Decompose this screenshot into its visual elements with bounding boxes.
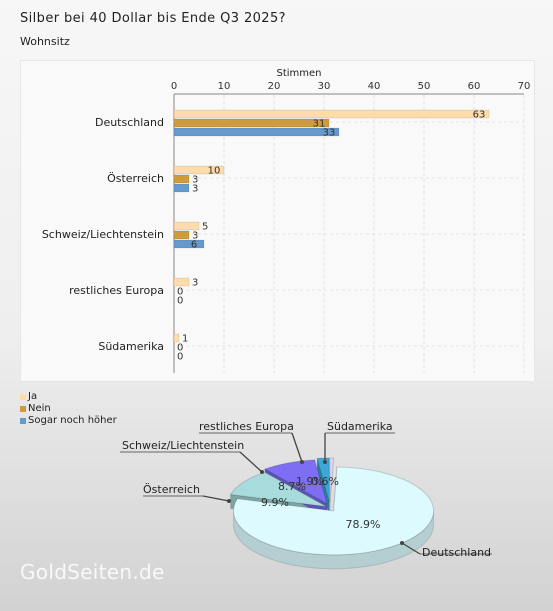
bar-ja-oesterreich: [173, 165, 225, 175]
pie-value-label-schweiz-liechtenstein: 8.7%: [278, 480, 306, 493]
pie-value-label-deutschland: 78.9%: [346, 518, 381, 531]
x-tick-label: 0: [171, 81, 177, 92]
x-tick-label: 70: [518, 81, 531, 92]
x-tick-label: 30: [318, 81, 331, 92]
bar-ja-schweiz-liechtenstein: [173, 221, 200, 231]
callout-pointer-suedamerika: [323, 460, 327, 464]
callout-line-restliches-europa: [291, 432, 303, 463]
legend-item-sogar[interactable]: Sogar noch höher: [20, 415, 117, 427]
legend: Ja Nein Sogar noch höher: [20, 391, 117, 427]
data-label: 0: [177, 287, 183, 298]
data-label: 0: [177, 343, 183, 354]
category-label-deutschland: Deutschland: [95, 116, 164, 129]
pie-value-label-restliches-europa: 1.9%: [296, 475, 324, 488]
pie-slice-restliches-europa: [316, 457, 330, 503]
data-label: 63: [473, 110, 486, 121]
callout-line-oesterreich: [202, 495, 230, 502]
pie-value-label-suedamerika: 0.6%: [311, 475, 339, 488]
data-label: 6: [191, 240, 197, 251]
callout-pointer-deutschland: [400, 541, 404, 545]
category-label-restliches-europa: restliches Europa: [69, 284, 164, 297]
callout-label-suedamerika: Südamerika: [327, 420, 393, 433]
x-tick-label: 50: [418, 81, 431, 92]
category-label-suedamerika: Südamerika: [98, 340, 164, 353]
bar-nein-deutschland: [173, 118, 330, 128]
callout-label-schweiz-liechtenstein: Schweiz/Liechtenstein: [122, 439, 244, 452]
chart-title: Silber bei 40 Dollar bis Ende Q3 2025?: [20, 11, 286, 26]
data-label: 3: [192, 184, 198, 195]
bar-sogar-noch-hoeher-deutschland: [173, 127, 340, 137]
pie-value-label-oesterreich: 9.9%: [261, 496, 289, 509]
data-label: 5: [202, 222, 208, 233]
pie-chart: 78.9% 9.9% 8.7%1.9%0.6% Deutschland Österrei…: [120, 420, 492, 570]
chart-subtitle: Wohnsitz: [20, 35, 70, 48]
category-label-oesterreich: Österreich: [107, 172, 164, 185]
data-label: 3: [192, 231, 198, 242]
callout-line-deutschland: [401, 542, 421, 555]
callout-pointer-restliches-europa: [300, 460, 304, 464]
bar-sogar-noch-hoeher-oesterreich: [173, 183, 190, 193]
legend-item-nein[interactable]: Nein: [20, 403, 117, 415]
x-tick-label: 10: [218, 81, 231, 92]
legend-swatch-nein: [20, 406, 26, 412]
legend-item-ja[interactable]: Ja: [20, 391, 117, 403]
pie-slice-schweiz-liechtenstein: [263, 459, 328, 505]
watermark-logo: GoldSeiten.de: [20, 560, 165, 584]
data-label: 0: [177, 296, 183, 307]
bar-ja-deutschland: [173, 109, 490, 119]
callout-label-restliches-europa: restliches Europa: [199, 420, 294, 433]
legend-swatch-ja: [20, 394, 26, 400]
bar-ja-restliches-europa: [173, 277, 190, 287]
data-label: 1: [182, 334, 188, 345]
data-label: 3: [192, 175, 198, 186]
data-label: 10: [208, 166, 221, 177]
callout-pointer-schweiz-liechtenstein: [260, 470, 264, 474]
legend-label-ja: Ja: [28, 391, 38, 402]
callout-line-schweiz-liechtenstein: [239, 451, 263, 473]
bar-sogar-noch-hoeher-schweiz-liechtenstein: [173, 239, 205, 249]
legend-label-nein: Nein: [28, 403, 51, 414]
x-tick-label: 40: [368, 81, 381, 92]
data-label: 33: [323, 128, 336, 139]
x-axis-title: Stimmen: [276, 68, 321, 79]
bar-ja-suedamerika: [173, 333, 180, 343]
category-label-schweiz-liechtenstein: Schweiz/Liechtenstein: [42, 228, 164, 241]
bar-nein-schweiz-liechtenstein: [173, 230, 190, 240]
callout-label-oesterreich: Österreich: [143, 483, 200, 496]
legend-swatch-sogar: [20, 418, 26, 424]
pie-slice-suedamerika: [329, 457, 335, 503]
x-tick-label: 20: [268, 81, 281, 92]
pie-slice-oesterreich: [229, 471, 327, 508]
pie-slice-deutschland: [233, 466, 434, 556]
data-label: 0: [177, 352, 183, 363]
legend-label-sogar: Sogar noch höher: [28, 415, 117, 426]
callout-pointer-oesterreich: [227, 499, 231, 503]
data-label: 31: [313, 119, 326, 130]
bar-chart-panel: Stimmen 0 10 20 30 40 50 60 70 Deutschland 63 31 33 Ö…: [20, 60, 535, 382]
bar-nein-oesterreich: [173, 174, 190, 184]
data-label: 3: [192, 278, 198, 289]
x-tick-label: 60: [468, 81, 481, 92]
callout-label-deutschland: Deutschland: [422, 546, 491, 559]
